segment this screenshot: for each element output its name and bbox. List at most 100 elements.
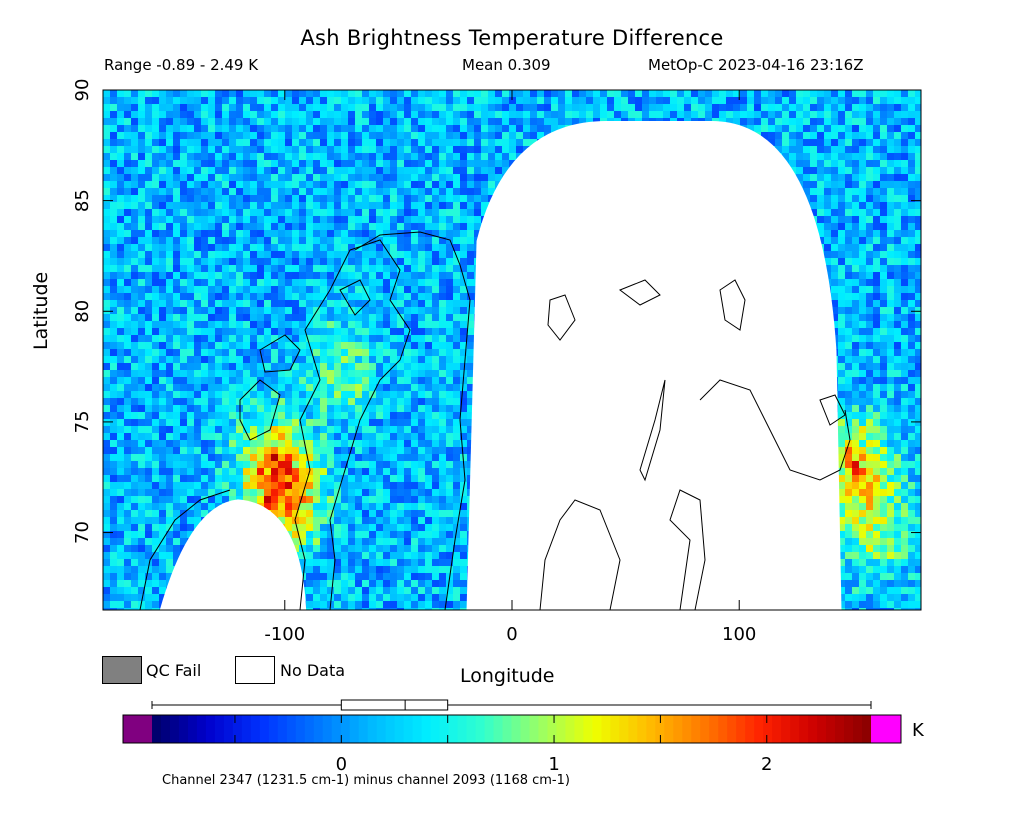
- heatmap-cell: [320, 384, 327, 391]
- heatmap-cell: [397, 321, 404, 328]
- heatmap-cell: [845, 153, 852, 160]
- heatmap-cell: [803, 174, 810, 181]
- heatmap-cell: [383, 265, 390, 272]
- heatmap-cell: [404, 90, 411, 97]
- heatmap-cell: [397, 363, 404, 370]
- heatmap-cell: [880, 251, 887, 258]
- heatmap-cell: [348, 104, 355, 111]
- heatmap-cell: [796, 160, 803, 167]
- heatmap-cell: [824, 230, 831, 237]
- heatmap-cell: [152, 216, 159, 223]
- heatmap-cell: [257, 328, 264, 335]
- heatmap-cell: [250, 188, 257, 195]
- heatmap-cell: [880, 195, 887, 202]
- heatmap-cell: [341, 209, 348, 216]
- heatmap-cell: [404, 181, 411, 188]
- heatmap-cell: [208, 202, 215, 209]
- heatmap-cell: [873, 209, 880, 216]
- heatmap-cell: [124, 272, 131, 279]
- heatmap-cell: [705, 90, 712, 97]
- heatmap-cell: [187, 202, 194, 209]
- heatmap-cell: [915, 237, 921, 244]
- heatmap-cell: [383, 335, 390, 342]
- heatmap-cell: [313, 139, 320, 146]
- heatmap-cell: [425, 202, 432, 209]
- heatmap-cell: [775, 139, 782, 146]
- heatmap-cell: [334, 111, 341, 118]
- heatmap-cell: [908, 349, 915, 356]
- heatmap-cell: [432, 90, 439, 97]
- heatmap-cell: [439, 209, 446, 216]
- heatmap-cell: [292, 125, 299, 132]
- heatmap-cell: [663, 90, 670, 97]
- heatmap-cell: [201, 300, 208, 307]
- heatmap-cell: [642, 97, 649, 104]
- heatmap-cell: [859, 272, 866, 279]
- heatmap-cell: [369, 342, 376, 349]
- heatmap-cell: [124, 195, 131, 202]
- heatmap-cell: [285, 153, 292, 160]
- heatmap-cell: [159, 202, 166, 209]
- heatmap-cell: [264, 195, 271, 202]
- heatmap-cell: [908, 132, 915, 139]
- heatmap-cell: [117, 265, 124, 272]
- heatmap-cell: [271, 237, 278, 244]
- heatmap-cell: [243, 146, 250, 153]
- heatmap-cell: [453, 160, 460, 167]
- heatmap-cell: [348, 139, 355, 146]
- heatmap-cell: [229, 181, 236, 188]
- heatmap-cell: [215, 223, 222, 230]
- heatmap-cell: [264, 139, 271, 146]
- heatmap-cell: [355, 202, 362, 209]
- heatmap-cell: [474, 97, 481, 104]
- heatmap-cell: [334, 314, 341, 321]
- heatmap-cell: [397, 202, 404, 209]
- heatmap-cell: [425, 146, 432, 153]
- heatmap-cell: [292, 265, 299, 272]
- heatmap-cell: [852, 342, 859, 349]
- heatmap-cell: [880, 111, 887, 118]
- heatmap-cell: [845, 202, 852, 209]
- heatmap-cell: [390, 244, 397, 251]
- heatmap-cell: [887, 328, 894, 335]
- heatmap-cell: [824, 97, 831, 104]
- heatmap-cell: [299, 384, 306, 391]
- heatmap-cell: [180, 111, 187, 118]
- heatmap-cell: [747, 97, 754, 104]
- heatmap-cell: [292, 132, 299, 139]
- heatmap-cell: [565, 118, 572, 125]
- heatmap-cell: [278, 265, 285, 272]
- heatmap-cell: [635, 97, 642, 104]
- heatmap-cell: [131, 223, 138, 230]
- heatmap-cell: [845, 377, 852, 384]
- heatmap-cell: [180, 181, 187, 188]
- heatmap-cell: [481, 125, 488, 132]
- heatmap-cell: [103, 188, 110, 195]
- heatmap-cell: [418, 90, 425, 97]
- heatmap-cell: [439, 132, 446, 139]
- heatmap-cell: [432, 181, 439, 188]
- heatmap-cell: [397, 279, 404, 286]
- heatmap-cell: [908, 174, 915, 181]
- heatmap-cell: [383, 307, 390, 314]
- heatmap-cell: [243, 321, 250, 328]
- heatmap-cell: [257, 265, 264, 272]
- heatmap-cell: [187, 384, 194, 391]
- heatmap-cell: [124, 265, 131, 272]
- heatmap-cell: [467, 230, 474, 237]
- heatmap-cell: [838, 132, 845, 139]
- heatmap-cell: [131, 153, 138, 160]
- heatmap-cell: [348, 118, 355, 125]
- heatmap-cell: [845, 356, 852, 363]
- heatmap-cell: [257, 293, 264, 300]
- heatmap-cell: [467, 111, 474, 118]
- heatmap-cell: [446, 104, 453, 111]
- heatmap-cell: [313, 104, 320, 111]
- heatmap-cell: [348, 251, 355, 258]
- heatmap-cell: [229, 377, 236, 384]
- heatmap-cell: [460, 223, 467, 230]
- heatmap-cell: [894, 244, 901, 251]
- heatmap-cell: [852, 167, 859, 174]
- heatmap-cell: [285, 111, 292, 118]
- heatmap-cell: [208, 335, 215, 342]
